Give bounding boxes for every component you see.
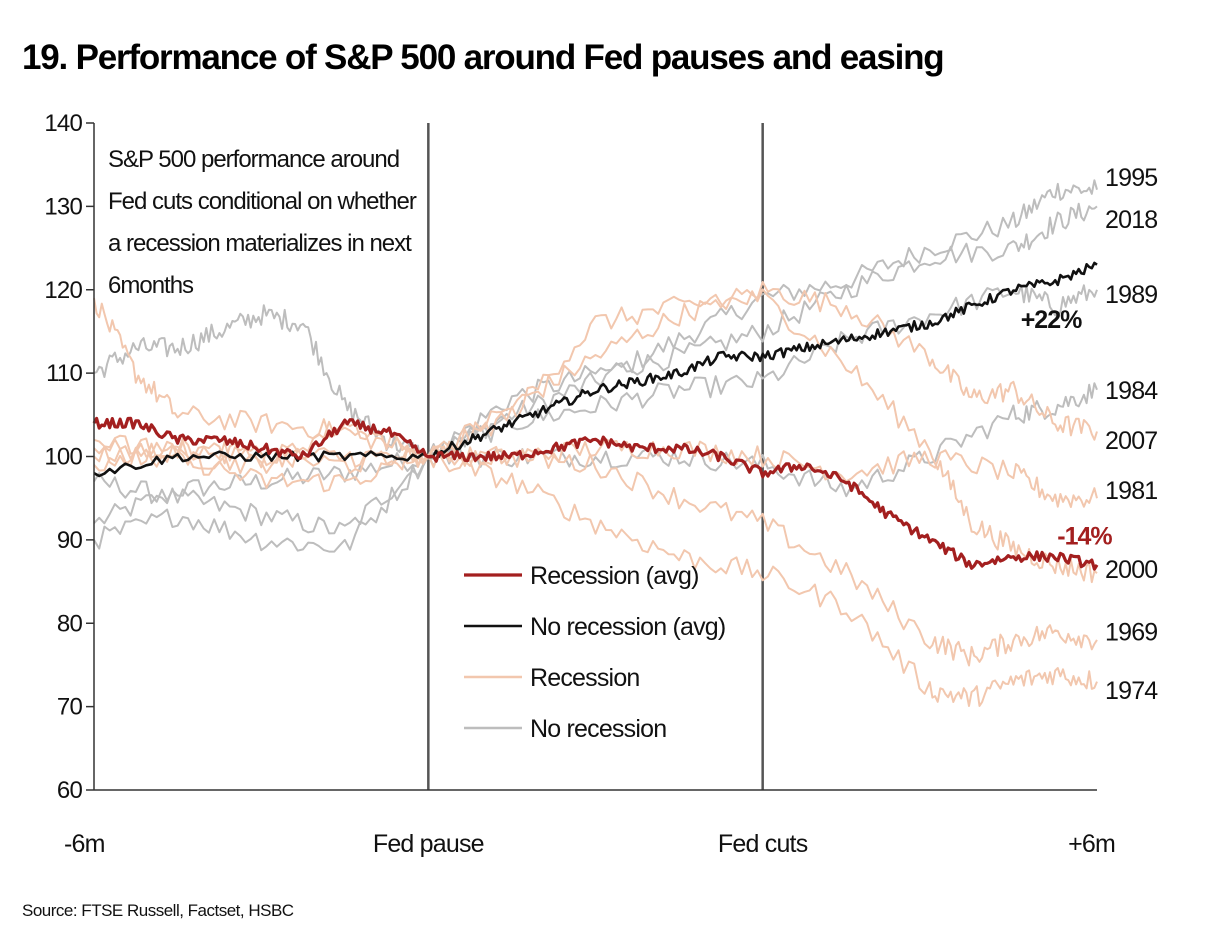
chart-title: 19. Performance of S&P 500 around Fed pa… xyxy=(22,38,945,77)
x-tick-label: Fed pause xyxy=(373,830,484,858)
series-line-1969 xyxy=(93,437,1098,667)
series-end-label: 2000 xyxy=(1105,556,1157,584)
series-end-labels: 1995 2018 1989 1984 2007 1981 2000 1969 1974 xyxy=(1105,164,1159,705)
x-tick-label: -6m xyxy=(64,830,105,858)
legend-label: Recession xyxy=(530,664,640,692)
annotation-line: a recession materializes in next xyxy=(108,230,412,257)
series-end-label: 2007 xyxy=(1105,427,1157,455)
series-lines xyxy=(92,179,1099,707)
annotation-line: S&P 500 performance around xyxy=(108,146,399,173)
series-line-recession-avg xyxy=(92,416,1099,571)
y-tick-label: 90 xyxy=(57,527,83,554)
x-tick-labels: -6m Fed pause Fed cuts +6m xyxy=(64,830,1116,858)
x-tick-label: +6m xyxy=(1068,830,1115,858)
legend-label: Recession (avg) xyxy=(530,562,699,590)
annotation-line: 6months xyxy=(108,272,194,299)
series-line-no-recession-avg xyxy=(93,261,1098,478)
series-end-label: 1995 xyxy=(1105,164,1157,192)
series-line-1995 xyxy=(93,179,1098,525)
series-line-2007 xyxy=(93,281,1098,465)
series-end-label: 1984 xyxy=(1105,377,1158,405)
y-tick-label: 70 xyxy=(57,694,83,721)
y-tick-label: 110 xyxy=(46,360,82,387)
series-end-label: 1989 xyxy=(1105,281,1157,309)
series-end-label: 1981 xyxy=(1105,477,1157,505)
y-tick-labels: 140 130 120 110 100 90 80 70 60 xyxy=(44,110,83,804)
callout-labels: +22% -14% xyxy=(1021,306,1114,551)
chart-annotation: S&P 500 performance around Fed cuts condi… xyxy=(108,146,418,299)
y-tick-label: 100 xyxy=(44,444,82,471)
y-tick-label: 140 xyxy=(44,110,82,137)
series-line-2018 xyxy=(93,202,1098,535)
annotation-line: Fed cuts conditional on whether xyxy=(108,188,417,215)
series-end-label: 2018 xyxy=(1105,206,1157,234)
y-tick-label: 130 xyxy=(44,193,82,220)
series-line-2000 xyxy=(93,288,1098,584)
series-line-1981 xyxy=(93,420,1098,508)
source-note: Source: FTSE Russell, Factset, HSBC xyxy=(22,901,294,920)
series-end-label: 1974 xyxy=(1105,677,1158,705)
series-end-label: 1969 xyxy=(1105,619,1157,647)
y-tick-label: 60 xyxy=(57,777,83,804)
callout-label: +22% xyxy=(1021,306,1082,334)
x-tick-label: Fed cuts xyxy=(718,830,808,858)
legend-label: No recession (avg) xyxy=(530,613,725,641)
chart-legend: Recession (avg) No recession (avg) Recessi… xyxy=(464,562,726,743)
y-tick-label: 80 xyxy=(57,610,83,637)
series-line-1974 xyxy=(93,434,1098,707)
axes xyxy=(86,122,1097,791)
legend-label: No recession xyxy=(530,715,666,743)
y-tick-label: 120 xyxy=(44,277,82,304)
callout-label: -14% xyxy=(1057,523,1112,551)
